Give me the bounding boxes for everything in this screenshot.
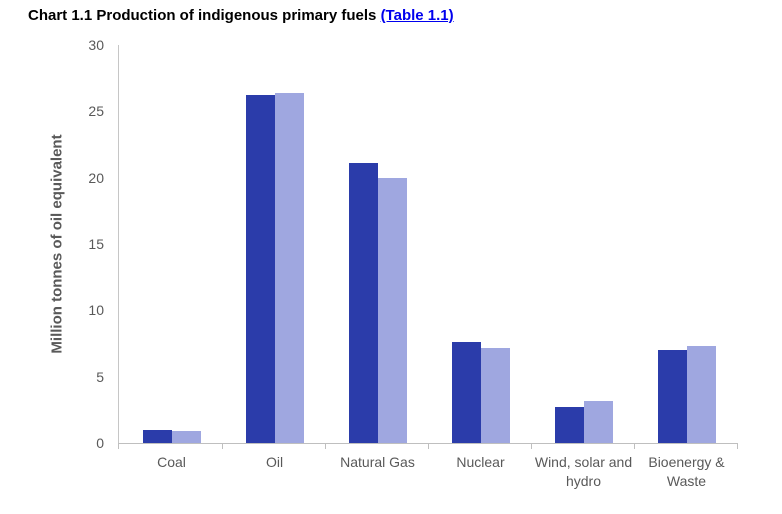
x-axis-tick — [428, 444, 429, 449]
x-axis-tick — [118, 444, 119, 449]
y-tick-label-15: 15 — [88, 236, 104, 252]
bar-series1-nuclear — [451, 342, 481, 443]
bar-series1-wind-solar-and-hydro — [554, 407, 584, 443]
x-axis-tick — [531, 444, 532, 449]
x-category-label-nuclear: Nuclear — [456, 454, 505, 470]
x-category-label-wind-solar-and-hydro: Wind, solar and hydro — [534, 454, 633, 489]
bar-group-nuclear — [429, 45, 532, 443]
table-link[interactable]: (Table 1.1) — [380, 7, 454, 24]
bar-series2-wind-solar-and-hydro — [583, 400, 613, 443]
x-axis-tick — [325, 444, 326, 449]
bar-series1-natural-gas — [348, 163, 378, 443]
x-category-label-oil: Oil — [265, 454, 284, 470]
bar-group-oil — [223, 45, 326, 443]
bar-series1-coal — [142, 429, 172, 443]
chart-title: Chart 1.1 Production of indigenous prima… — [28, 7, 454, 24]
y-axis-line — [118, 45, 119, 444]
y-tick-label-25: 25 — [88, 103, 104, 120]
bar-group-natural-gas — [326, 45, 429, 443]
x-axis-tick — [222, 444, 223, 449]
bar-group-bioenergy-waste — [635, 45, 738, 443]
y-tick-label-0: 0 — [96, 435, 104, 451]
bar-series2-nuclear — [480, 347, 510, 443]
plot-area: Coal Oil Natural Gas Nuclear Wind, solar and… — [118, 45, 738, 489]
bar-series2-bioenergy-waste — [686, 346, 716, 443]
bar-series2-coal — [171, 431, 201, 443]
bar-series2-natural-gas — [377, 177, 407, 443]
x-axis-tick — [737, 444, 738, 449]
x-category-label-bioenergy-waste: Bioenergy & Waste — [648, 454, 725, 489]
bar-series1-oil — [245, 95, 275, 443]
bar-series2-oil — [274, 92, 304, 443]
y-tick-label-5: 5 — [96, 368, 104, 385]
x-category-label-natural-gas: Natural Gas — [340, 454, 415, 470]
x-axis-tick — [634, 444, 635, 449]
x-category-label-coal: Coal — [157, 454, 186, 470]
bar-group-coal — [120, 45, 223, 443]
bar-series1-bioenergy-waste — [657, 350, 687, 443]
y-tick-label-10: 10 — [88, 302, 104, 319]
bar-group-wind-solar-and-hydro — [532, 45, 635, 443]
y-tick-label-30: 30 — [88, 37, 104, 53]
chart-title-text: Chart 1.1 Production of indigenous prima… — [28, 7, 377, 24]
y-tick-label-20: 20 — [88, 169, 104, 186]
x-axis-line — [118, 443, 738, 444]
